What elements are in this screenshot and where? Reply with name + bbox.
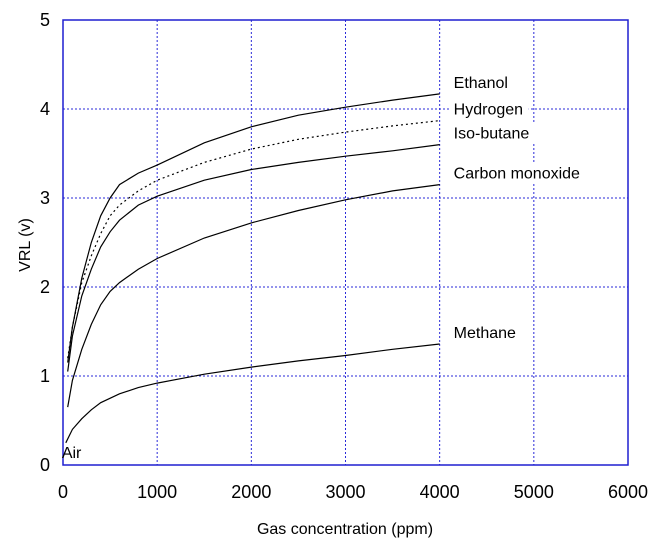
series-label-bg — [450, 322, 520, 343]
x-tick-label: 3000 — [325, 482, 365, 502]
series-line-iso-butane — [67, 144, 440, 372]
annotations: Air — [62, 445, 82, 462]
grid — [63, 20, 628, 465]
series-line-methane — [65, 343, 440, 444]
y-tick-label: 3 — [40, 188, 50, 208]
y-tick-label: 2 — [40, 277, 50, 297]
x-axis-label: Gas concentration (ppm) — [257, 521, 433, 538]
series-label-bg — [450, 99, 529, 120]
series-label-carbon-monoxide: Carbon monoxide — [454, 166, 580, 183]
x-tick-label: 2000 — [231, 482, 271, 502]
series-label-ethanol: Ethanol — [454, 75, 508, 92]
x-tick-label: 4000 — [420, 482, 460, 502]
tick-labels: 0 1000 2000 3000 4000 5000 6000 0 1 2 3 4 5 — [40, 10, 648, 502]
y-tick-label: 4 — [40, 99, 50, 119]
series-labels: Ethanol Hydrogen Iso-butane Carbon monoxide… — [450, 72, 592, 343]
x-tick-label: 1000 — [137, 482, 177, 502]
series-label-hydrogen: Hydrogen — [454, 102, 523, 119]
x-tick-label: 5000 — [514, 482, 554, 502]
series-line-carbon-monoxide — [67, 184, 440, 408]
series-label-bg — [450, 123, 547, 144]
series-line-hydrogen — [67, 120, 440, 359]
series-lines — [65, 93, 440, 444]
series-label-bg — [450, 163, 592, 184]
plot-frame — [62, 19, 629, 466]
y-axis-label: VRL (v) — [17, 218, 34, 272]
series-line-ethanol — [67, 93, 440, 363]
y-tick-label: 5 — [40, 10, 50, 30]
series-label-iso-butane: Iso-butane — [454, 126, 530, 143]
series-label-bg — [450, 72, 520, 93]
x-tick-label: 6000 — [608, 482, 648, 502]
x-tick-label: 0 — [58, 482, 68, 502]
annotation-label: Air — [62, 445, 82, 462]
y-tick-label: 1 — [40, 366, 50, 386]
series-label-methane: Methane — [454, 325, 516, 342]
y-tick-label: 0 — [40, 455, 50, 475]
